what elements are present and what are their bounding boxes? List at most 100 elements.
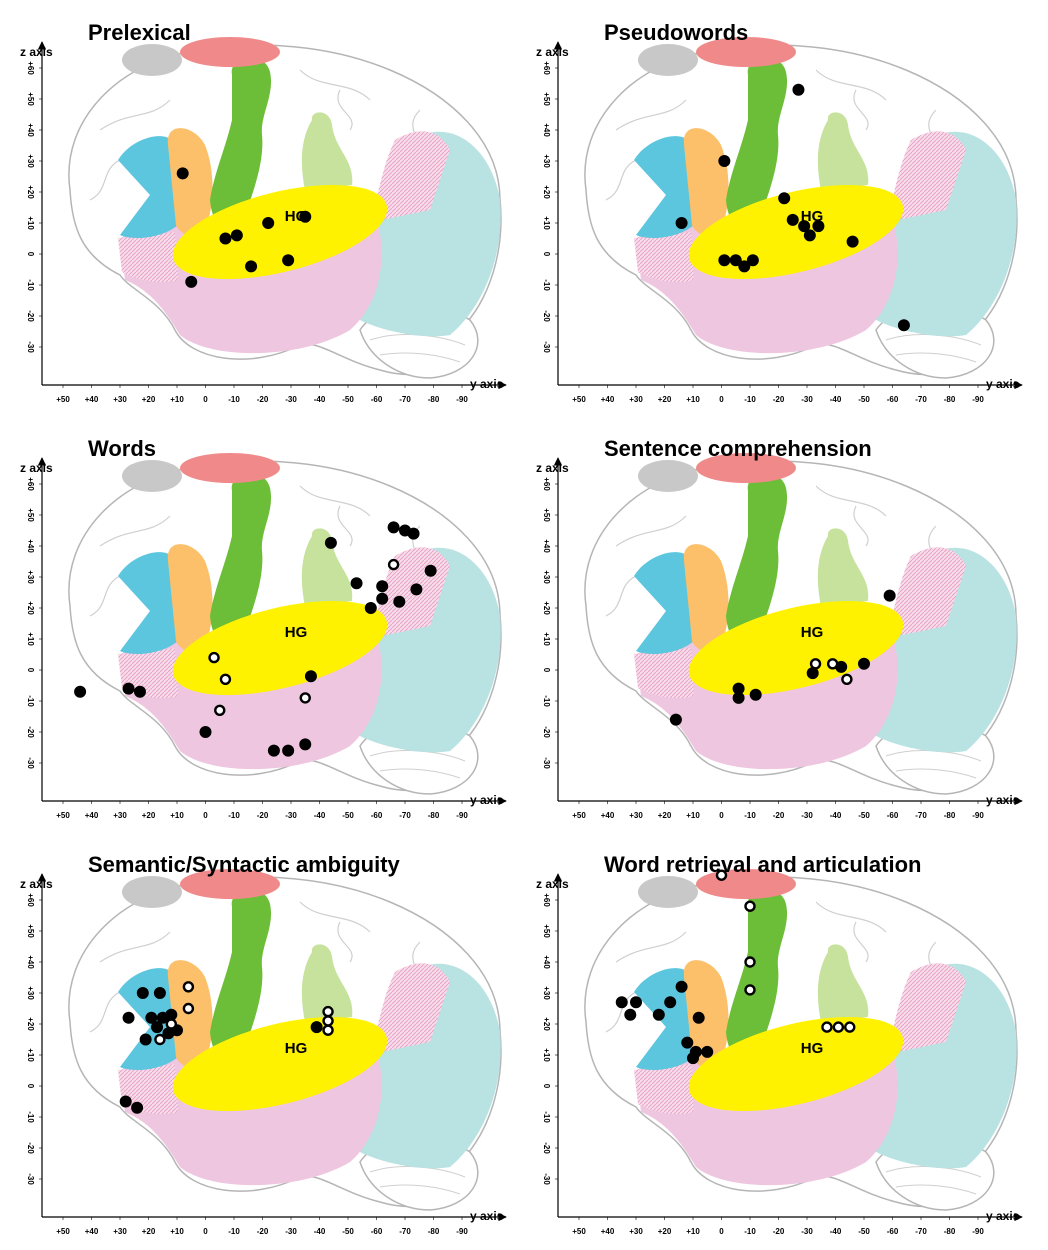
z-tick-label: +60: [26, 61, 35, 75]
x-tick-label: -90: [456, 1227, 468, 1236]
x-tick-label: -60: [371, 1227, 383, 1236]
filled-point: [185, 275, 198, 288]
y-axis-label: y axis: [470, 793, 504, 807]
x-tick-label: +50: [56, 811, 70, 820]
filled-point: [687, 1052, 699, 1065]
x-tick-label: +10: [170, 1227, 184, 1236]
z-tick-label: -20: [542, 310, 551, 322]
z-tick-label: 0: [542, 1084, 551, 1089]
x-tick-label: +30: [113, 1227, 127, 1236]
x-tick-label: +40: [85, 395, 99, 404]
x-tick-label: -80: [428, 1227, 440, 1236]
x-tick-label: -10: [744, 1227, 756, 1236]
x-tick-label: 0: [719, 811, 724, 820]
panel-title: Word retrieval and articulation: [604, 852, 921, 877]
filled-point: [675, 217, 688, 229]
x-tick-label: -30: [801, 395, 813, 404]
x-tick-label: -80: [944, 811, 956, 820]
x-tick-label: +50: [56, 1227, 70, 1236]
open-point: [165, 1018, 178, 1030]
z-tick-label: +10: [26, 1048, 35, 1062]
x-tick-label: -20: [257, 811, 269, 820]
z-tick-label: -10: [26, 279, 35, 291]
panel-title: Sentence comprehension: [604, 436, 872, 461]
x-tick-label: 0: [719, 1227, 724, 1236]
z-tick-label: +30: [26, 570, 35, 584]
filled-point: [310, 1021, 323, 1034]
filled-point: [262, 217, 275, 229]
z-tick-label: -10: [542, 279, 551, 291]
z-tick-label: +20: [26, 185, 35, 199]
x-tick-label: -10: [228, 811, 240, 820]
filled-point: [122, 1011, 135, 1024]
x-tick-label: +10: [686, 1227, 700, 1236]
open-point: [182, 981, 195, 993]
filled-point: [675, 980, 688, 993]
z-tick-label: -30: [26, 1173, 35, 1185]
x-tick-label: -10: [744, 811, 756, 820]
open-point: [844, 1021, 856, 1033]
x-tick-label: +10: [170, 395, 184, 404]
x-tick-label: -40: [314, 1227, 326, 1236]
x-tick-label: 0: [203, 395, 208, 404]
x-tick-label: +40: [601, 1227, 615, 1236]
x-tick-label: +50: [572, 1227, 586, 1236]
filled-point: [407, 527, 420, 540]
x-tick-label: -10: [228, 395, 240, 404]
z-tick-label: +50: [26, 508, 35, 522]
open-point: [154, 1033, 166, 1046]
x-tick-label: -10: [228, 1227, 240, 1236]
filled-point: [299, 210, 312, 223]
y-axis-label: y axis: [470, 1209, 504, 1223]
open-point: [832, 1021, 845, 1033]
open-point: [744, 984, 756, 996]
x-tick-label: +40: [601, 811, 615, 820]
x-tick-label: -40: [314, 811, 326, 820]
filled-point: [199, 726, 212, 738]
open-point: [744, 956, 756, 968]
filled-point: [410, 583, 423, 596]
x-tick-label: -50: [858, 811, 870, 820]
filled-point: [630, 996, 642, 1009]
z-tick-label: +60: [542, 477, 551, 491]
filled-point: [858, 657, 870, 670]
filled-point: [151, 1021, 164, 1034]
z-tick-label: +60: [26, 893, 35, 907]
x-tick-label: -90: [456, 811, 468, 820]
x-tick-label: -90: [972, 811, 984, 820]
x-tick-label: +10: [686, 811, 700, 820]
x-tick-label: +50: [572, 811, 586, 820]
z-tick-label: +10: [26, 216, 35, 230]
x-tick-label: -90: [972, 1227, 984, 1236]
x-tick-label: -30: [801, 1227, 813, 1236]
filled-point: [897, 319, 910, 332]
x-tick-label: +20: [142, 811, 156, 820]
z-axis-label: z axis: [20, 45, 53, 59]
z-tick-label: +60: [26, 477, 35, 491]
x-tick-label: +40: [85, 811, 99, 820]
z-tick-label: -20: [26, 310, 35, 322]
filled-point: [131, 1101, 144, 1114]
x-tick-label: +10: [686, 395, 700, 404]
open-point: [322, 1024, 334, 1036]
x-tick-label: +30: [629, 811, 643, 820]
z-tick-label: -30: [542, 757, 551, 769]
filled-point: [664, 996, 677, 1009]
open-point: [841, 673, 853, 685]
z-tick-label: +40: [542, 539, 551, 553]
filled-point: [846, 235, 859, 248]
x-tick-label: -70: [915, 395, 927, 404]
x-tick-label: -40: [830, 811, 842, 820]
x-tick-label: -50: [342, 395, 354, 404]
filled-point: [376, 580, 389, 593]
z-tick-label: -20: [26, 1142, 35, 1154]
open-point: [387, 558, 400, 571]
panel-title: Prelexical: [88, 20, 191, 45]
x-tick-label: -20: [773, 1227, 785, 1236]
x-tick-label: +50: [572, 395, 586, 404]
z-tick-label: +50: [26, 92, 35, 106]
filled-point: [803, 229, 816, 242]
panel-title: Words: [88, 436, 156, 461]
